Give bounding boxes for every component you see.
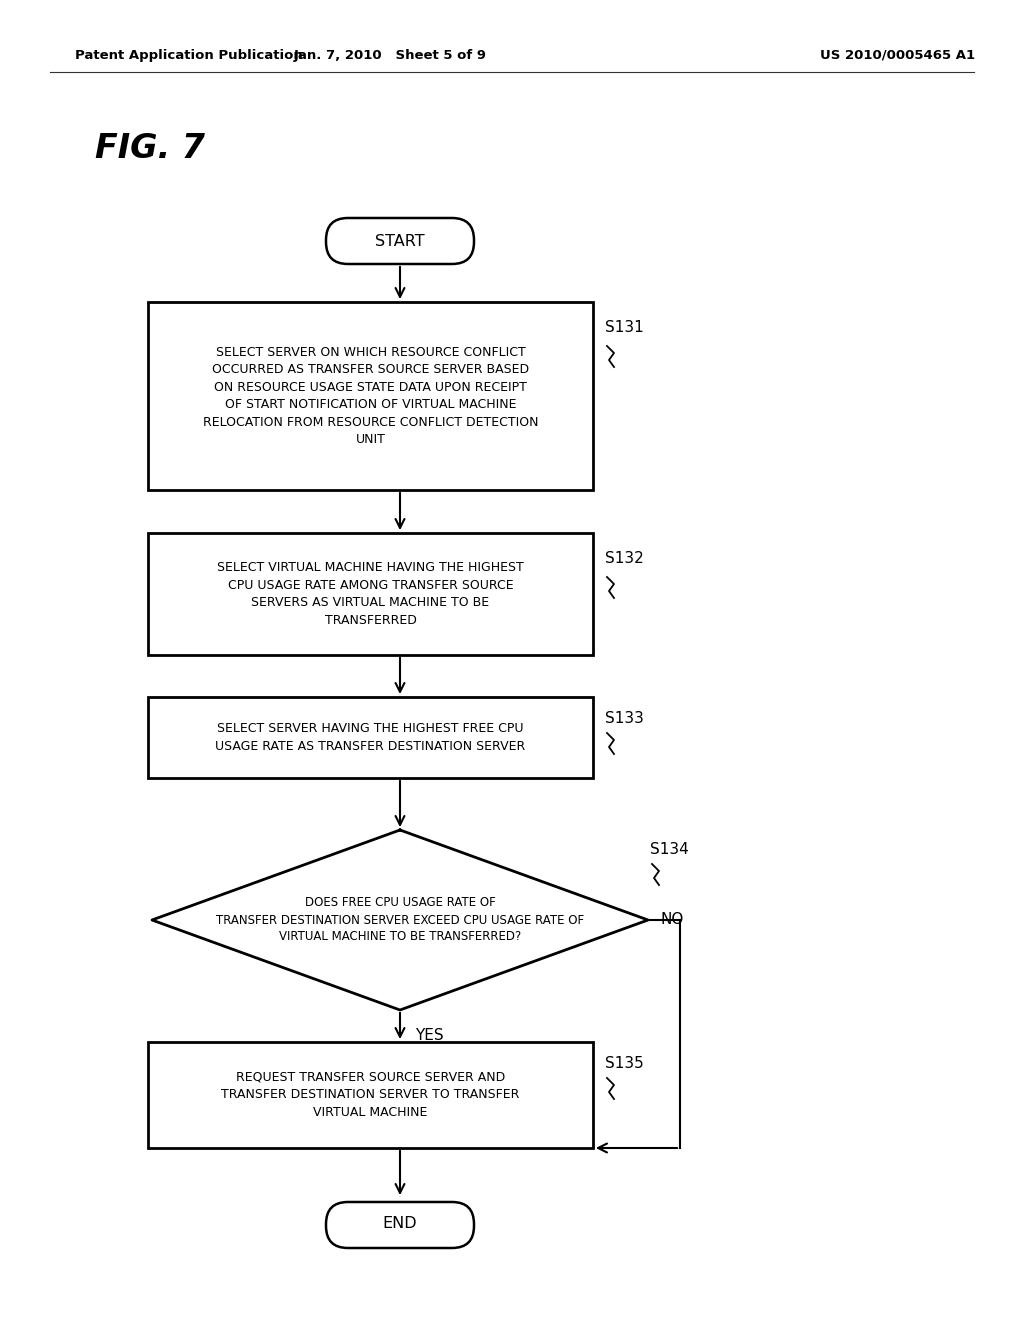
Text: S132: S132 — [605, 550, 644, 566]
Text: S131: S131 — [605, 319, 644, 335]
Text: S133: S133 — [605, 711, 644, 726]
Bar — [148, 302, 593, 490]
Bar — [148, 697, 593, 777]
Text: SELECT SERVER HAVING THE HIGHEST FREE CPU
USAGE RATE AS TRANSFER DESTINATION SER: SELECT SERVER HAVING THE HIGHEST FREE CP… — [215, 722, 525, 752]
FancyBboxPatch shape — [326, 218, 474, 264]
Bar — [148, 1041, 593, 1148]
Text: END: END — [383, 1216, 418, 1230]
Text: Jan. 7, 2010   Sheet 5 of 9: Jan. 7, 2010 Sheet 5 of 9 — [294, 49, 486, 62]
Text: FIG. 7: FIG. 7 — [95, 132, 205, 165]
Text: START: START — [375, 234, 425, 248]
Text: US 2010/0005465 A1: US 2010/0005465 A1 — [820, 49, 975, 62]
Text: SELECT VIRTUAL MACHINE HAVING THE HIGHEST
CPU USAGE RATE AMONG TRANSFER SOURCE
S: SELECT VIRTUAL MACHINE HAVING THE HIGHES… — [217, 561, 524, 627]
Text: Patent Application Publication: Patent Application Publication — [75, 49, 303, 62]
Text: SELECT SERVER ON WHICH RESOURCE CONFLICT
OCCURRED AS TRANSFER SOURCE SERVER BASE: SELECT SERVER ON WHICH RESOURCE CONFLICT… — [203, 346, 539, 446]
Text: YES: YES — [415, 1028, 443, 1043]
Bar — [148, 533, 593, 655]
Text: REQUEST TRANSFER SOURCE SERVER AND
TRANSFER DESTINATION SERVER TO TRANSFER
VIRTU: REQUEST TRANSFER SOURCE SERVER AND TRANS… — [221, 1071, 520, 1119]
Text: NO: NO — [660, 912, 683, 928]
FancyBboxPatch shape — [326, 1203, 474, 1247]
Text: DOES FREE CPU USAGE RATE OF
TRANSFER DESTINATION SERVER EXCEED CPU USAGE RATE OF: DOES FREE CPU USAGE RATE OF TRANSFER DES… — [216, 896, 584, 944]
Text: S135: S135 — [605, 1056, 644, 1071]
Text: S134: S134 — [650, 842, 689, 857]
